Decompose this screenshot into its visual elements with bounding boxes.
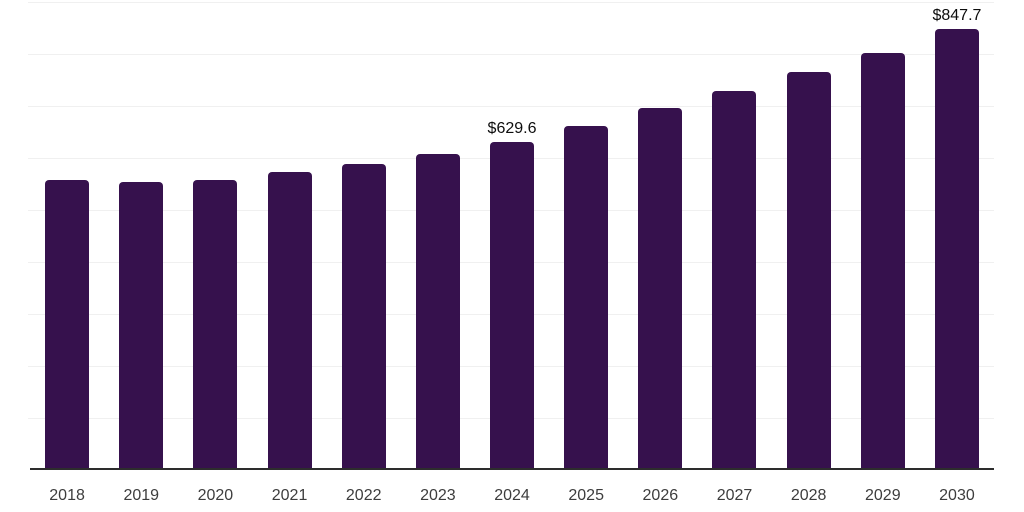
bar-slot [846,2,920,468]
bar-slot [327,2,401,468]
bar-slot: $629.6 [475,2,549,468]
bar-2025 [564,125,609,468]
x-tick-label-2023: 2023 [420,487,456,504]
bar-slot [401,2,475,468]
bar-2020 [193,180,238,468]
x-tick-label-2025: 2025 [568,487,604,504]
bar-2021 [267,172,312,468]
bar-slot [104,2,178,468]
plot-area: $629.6 $847.7 [28,2,994,470]
bar-slot [697,2,771,468]
x-tick-label-2028: 2028 [790,487,827,504]
x-tick-label-2029: 2029 [865,487,901,504]
x-tick-label-2018: 2018 [49,487,85,504]
bar-2018 [45,180,90,468]
x-tick-label-2019: 2019 [123,487,160,504]
x-tick-label-2021: 2021 [271,487,308,504]
bar-2022 [341,163,386,468]
bar-slot [549,2,623,468]
bar-2029 [860,52,905,468]
x-tick-label-2027: 2027 [716,487,753,504]
bar-slot: $847.7 [920,2,994,468]
x-axis: 2018 2019 2020 2021 2022 2023 2024 2025 2026 2027… [30,472,994,505]
bar-2030: $847.7 [932,7,981,468]
bar-2028 [786,71,831,468]
bar-2023 [415,154,460,468]
bar-2026 [638,107,683,468]
bars-row: $629.6 $847.7 [30,2,994,468]
x-tick-label-2024: 2024 [494,487,530,504]
gridline [28,54,994,55]
x-tick-label-2030: 2030 [939,487,975,504]
x-tick-label-2022: 2022 [345,487,382,504]
bar-slot [772,2,846,468]
gridline [28,106,994,107]
gridline [28,2,994,3]
bar-value-label-2030: $847.7 [932,6,982,24]
bar-2027 [712,90,757,468]
x-tick-label-2020: 2020 [197,487,234,504]
bar-slot [252,2,326,468]
bar-slot [623,2,697,468]
x-tick-label-2026: 2026 [642,487,679,504]
bar-value-label-2024: $629.6 [487,119,537,137]
bar-slot [178,2,252,468]
bar-slot [30,2,104,468]
bar-2019 [119,182,164,468]
bar-2024: $629.6 [488,120,536,468]
